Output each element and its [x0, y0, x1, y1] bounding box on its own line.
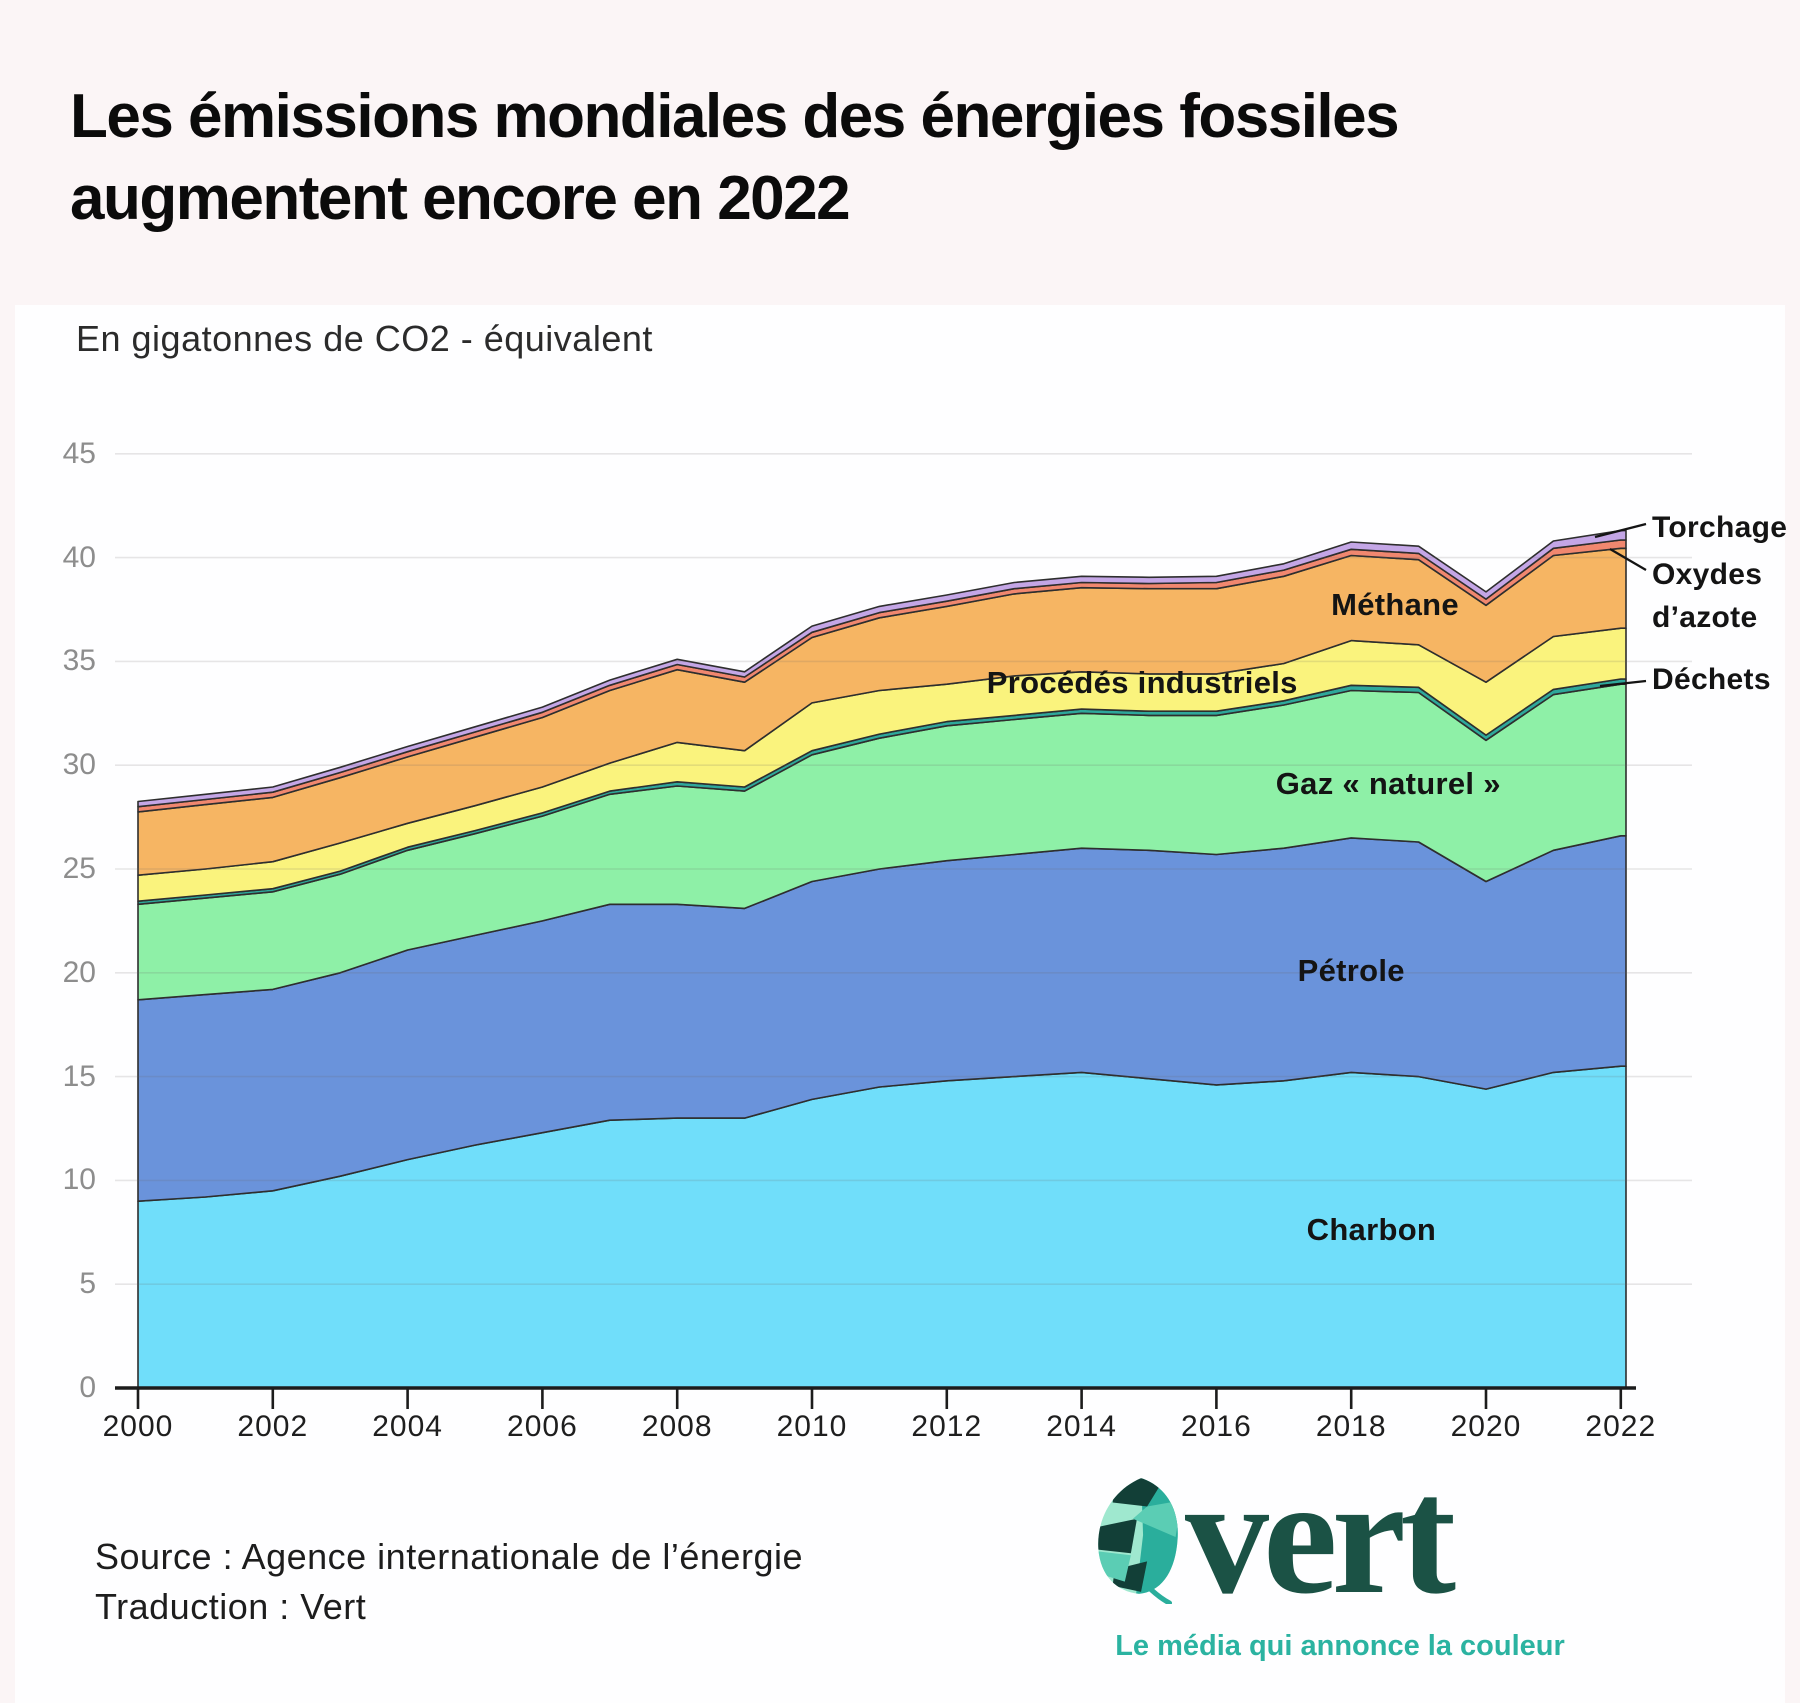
- x-tick-label-2002: 2002: [237, 1410, 309, 1443]
- series-label-Charbon: Charbon: [1306, 1212, 1437, 1248]
- y-tick-label-15: 15: [62, 1059, 96, 1093]
- y-tick-label-40: 40: [62, 540, 96, 574]
- callout-label-line: Torchage: [1652, 510, 1788, 544]
- x-tick-label-2020: 2020: [1450, 1410, 1522, 1443]
- x-tick-label-2018: 2018: [1315, 1410, 1387, 1443]
- y-tick-label-0: 0: [79, 1371, 96, 1404]
- x-tick-label-2016: 2016: [1181, 1410, 1252, 1443]
- source-line: Source : Agence internationale de l’éner…: [95, 1536, 803, 1577]
- x-tick-label-2006: 2006: [507, 1410, 578, 1443]
- chart-unit-subtitle: En gigatonnes de CO2 - équivalent: [76, 318, 653, 359]
- vert-leaf-logo-icon: [1098, 1478, 1178, 1604]
- page-title-line2: augmentent encore en 2022: [70, 163, 851, 233]
- source-note: Source : Agence internationale de l’éner…: [95, 1532, 995, 1633]
- x-tick-label-2004: 2004: [372, 1410, 443, 1443]
- x-tick-label-2022: 2022: [1585, 1410, 1657, 1443]
- y-tick-label-45: 45: [62, 436, 96, 470]
- y-tick-label-10: 10: [62, 1163, 96, 1197]
- page-title-line1: Les émissions mondiales des énergies fos…: [70, 82, 1400, 151]
- callout-label-line: Oxydes: [1652, 558, 1763, 591]
- series-label-Gaz « naturel »: Gaz « naturel »: [1275, 765, 1501, 801]
- y-tick-label-20: 20: [62, 955, 96, 989]
- y-tick-label-35: 35: [62, 644, 96, 678]
- callout-label-line: d’azote: [1652, 601, 1758, 634]
- series-label-Procédés industriels: Procédés industriels: [986, 665, 1298, 701]
- callout-line-Oxydes: [1609, 548, 1647, 571]
- area-Torchage: [137, 529, 1627, 808]
- series-label-Méthane: Méthane: [1331, 587, 1459, 623]
- page-title: Les émissions mondiales des énergies fos…: [70, 76, 1590, 240]
- translation-line: Traduction : Vert: [95, 1586, 367, 1628]
- callout-line-Déchets: [1599, 679, 1647, 688]
- x-tick-label-2000: 2000: [102, 1410, 174, 1443]
- y-tick-label-30: 30: [62, 748, 96, 782]
- callout-line-Torchage: [1594, 522, 1647, 539]
- y-tick-label-25: 25: [62, 852, 96, 885]
- y-tick-label-5: 5: [79, 1267, 96, 1301]
- callout-label-line: Déchets: [1652, 662, 1771, 696]
- x-tick-label-2010: 2010: [776, 1410, 848, 1443]
- vert-logo-wordmark: vert: [1185, 1443, 1456, 1629]
- x-tick-label-2012: 2012: [911, 1410, 983, 1443]
- callout-label-Déchets: Déchets: [1652, 658, 1771, 701]
- vert-logo-tagline: Le média qui annonce la couleur: [1115, 1630, 1565, 1662]
- callout-label-Torchage: Torchage: [1652, 506, 1787, 549]
- x-tick-label-2014: 2014: [1046, 1410, 1117, 1443]
- callout-label-Oxydes: Oxydes d’azote: [1652, 553, 1762, 639]
- x-tick-label-2008: 2008: [641, 1410, 713, 1443]
- series-label-Pétrole: Pétrole: [1297, 952, 1405, 988]
